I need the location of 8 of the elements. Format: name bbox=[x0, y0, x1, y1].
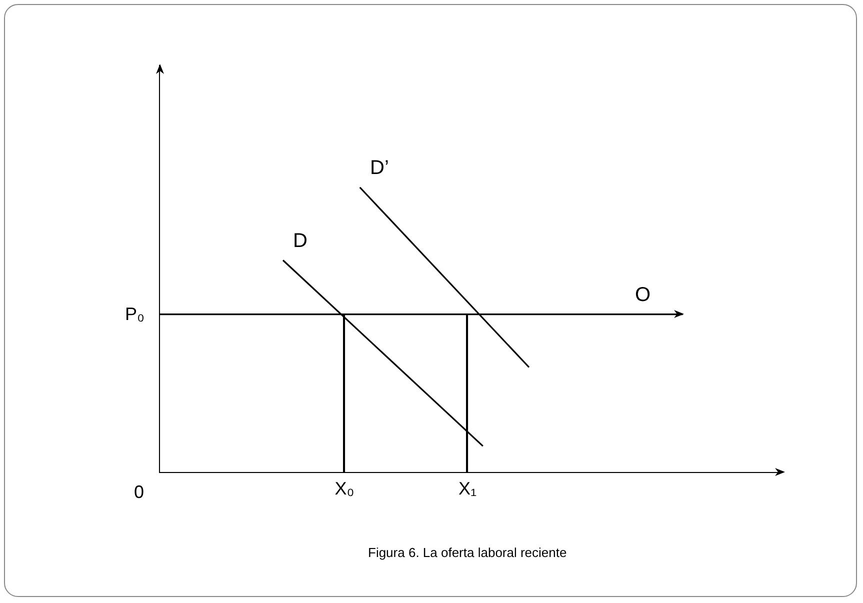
series-label: D bbox=[293, 230, 308, 252]
text: Figura 6. La oferta laboral reciente bbox=[368, 545, 567, 560]
x-tick-label: X₀ bbox=[334, 478, 354, 499]
text: P₀ bbox=[125, 304, 144, 324]
series-label: O bbox=[635, 284, 651, 306]
series-label: D’ bbox=[370, 157, 389, 179]
text: 0 bbox=[134, 482, 144, 502]
x-tick-label: X₁ bbox=[458, 478, 477, 499]
